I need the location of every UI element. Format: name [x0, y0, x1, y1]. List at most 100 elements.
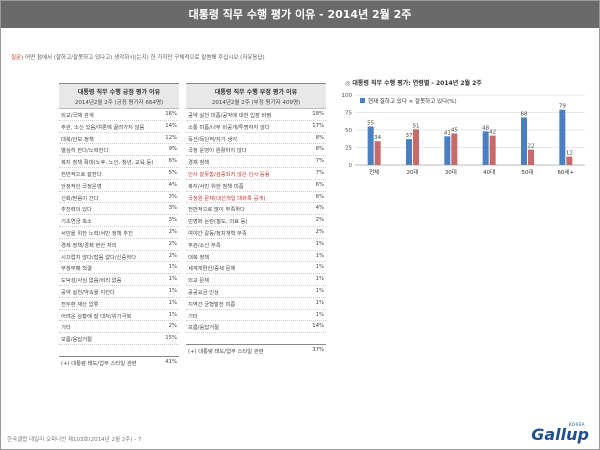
negative-row: 복지/서민 위한 정책 미흡 6%: [186, 180, 326, 192]
positive-table-rows: 외교/국제 관계 16% 주관, 소신 있음/여론에 끌려가지 않음 14% 대북/안보…: [59, 109, 179, 345]
negative-row-label: 독선/독단적/자기 생각: [188, 136, 238, 143]
positive-row-label: 기타: [61, 325, 71, 332]
negative-row: 여야간 갈등/정치개혁 부족 2%: [186, 227, 326, 239]
negative-row-label: 대북 정책: [188, 254, 210, 261]
bar-value-label: 51: [413, 123, 420, 129]
positive-row-label: 어려운 상황에 잘 대처/위기극복: [61, 313, 132, 320]
y-tick-label: 50: [345, 128, 352, 134]
negative-row-value: 7%: [315, 158, 324, 165]
negative-footnote: (+) 대통령 태도/업무 스타일 관련: [188, 349, 264, 356]
y-tick-label: 75: [345, 111, 352, 117]
positive-row-value: 15%: [165, 335, 177, 342]
question-text: 질문) 어떤 점에서 (잘하고/잘못하고 있다고) 생각하시(는지) 한 가지만…: [11, 53, 265, 61]
negative-row-label: 주관/소신 부족: [188, 242, 221, 249]
positive-row-value: 1%: [168, 311, 177, 318]
negative-row-label: 외교 문제: [188, 278, 210, 285]
legend-separator: ×: [407, 99, 415, 105]
positive-row-label: 서민을 위한 노력/서민 정책 추진: [61, 230, 133, 237]
bar-value-label: 12: [566, 151, 573, 157]
positive-row: 시끄럽지 않다/잡음 없다/신중하다 2%: [59, 251, 179, 263]
table-gap: [186, 333, 326, 346]
positive-row: 모름/응답거절 15%: [59, 333, 179, 345]
positive-footnote: (+) 대통령 태도/업무 스타일 관련: [61, 360, 137, 367]
x-tick-label: 40대: [483, 168, 495, 176]
positive-row: 추진력이 있다 3%: [59, 203, 179, 216]
positive-row-value: 1%: [168, 276, 177, 283]
positive-row-value: 3%: [168, 217, 177, 224]
positive-table-header: 대통령 직무 수행 긍정 평가 이유 2014년2월 2주 (긍정 평가자 66…: [59, 84, 179, 109]
negative-footnote-value: 37%: [312, 347, 324, 354]
positive-row-value: 6%: [168, 158, 177, 165]
bar-positive: [559, 109, 566, 165]
negative-row-label: 국정 운영이 원활하지 않다: [188, 148, 247, 155]
legend-swatch: [360, 98, 365, 103]
positive-row-label: 주관, 소신 있음/여론에 끌려가지 않음: [61, 124, 145, 131]
x-tick-label: 60세+: [557, 168, 574, 176]
positive-row: 부정부패 척결 1%: [59, 262, 179, 275]
positive-row-label: 모름/응답거절: [61, 337, 93, 344]
positive-row: 주관, 소신 있음/여론에 끌려가지 않음 14%: [59, 121, 179, 133]
positive-row: 전반적으로 잘한다 5%: [59, 168, 179, 180]
negative-row-value: 1%: [315, 264, 324, 271]
positive-row-label: 전두환 재산 압류: [61, 301, 99, 308]
negative-row-value: 2%: [315, 228, 324, 235]
positive-row: 대북/안보 정책 12%: [59, 133, 179, 145]
positive-footnote-value: 41%: [165, 358, 177, 365]
negative-row-label: 여야간 갈등/정치개혁 부족: [188, 230, 247, 237]
positive-footnote-row: (+) 대통령 태도/업무 스타일 관련 41%: [59, 357, 179, 368]
positive-row-value: 2%: [168, 228, 177, 235]
positive-row-label: 복지 정책 확대(노후, 노인, 청년, 교육 등): [61, 160, 154, 167]
bar-value-label: 55: [367, 121, 374, 127]
bar-value-label: 41: [444, 130, 451, 136]
positive-row-value: 1%: [168, 264, 177, 271]
negative-row-value: 2%: [315, 217, 324, 224]
bar-value-label: 45: [451, 128, 458, 134]
negative-row-label: 공약 실천 미흡/공약에 대한 입장 바뀜: [188, 113, 272, 119]
negative-row: 전반적으로 많이 부족하다 4%: [186, 203, 326, 216]
negative-row-label: 민영화 논란(철도, 의료 등): [188, 219, 248, 226]
negative-row-value: 1%: [315, 276, 324, 283]
negative-table-header: 대통령 직무 수행 부정 평가 이유 2014년2월 2주 (부정 평가자 40…: [186, 84, 326, 109]
positive-row: 기타 2%: [59, 321, 179, 334]
negative-row: 민영화 논란(철도, 의료 등) 2%: [186, 215, 326, 227]
positive-row-value: 14%: [165, 122, 177, 129]
table-gap: [59, 345, 179, 357]
positive-row-label: 시끄럽지 않다/잡음 없다/신중하다: [61, 254, 137, 261]
negative-row-value: 8%: [315, 134, 324, 141]
negative-row: 대북 정책 1%: [186, 251, 326, 263]
negative-row-value: 1%: [315, 252, 324, 259]
logo-sub-text: KOREA: [568, 422, 585, 427]
negative-row: 지역간 균형발전 미흡 1%: [186, 298, 326, 310]
negative-row-value: 7%: [315, 169, 324, 176]
positive-row-label: 부정부패 척결: [61, 266, 92, 273]
bar-positive: [367, 126, 374, 165]
bar-value-label: 22: [528, 144, 535, 150]
bar-value-label: 42: [489, 130, 496, 136]
negative-row-label: 전반적으로 많이 부족하다: [188, 207, 245, 214]
page-title: 대통령 직무 수행 평가 이유 - 2014년 2월 2주: [1, 1, 599, 28]
bar-value-label: 34: [374, 135, 381, 141]
positive-row: 도덕성/사심 없음/비리 없음 1%: [59, 274, 179, 286]
bar-negative: [566, 156, 573, 165]
legend-series-2: 잘못하고 있다(%): [415, 97, 457, 105]
positive-row-label: 열심히 한다/노력한다: [61, 148, 109, 155]
positive-row: 복지 정책 확대(노후, 노인, 청년, 교육 등) 6%: [59, 156, 179, 168]
negative-row-value: 8%: [315, 146, 324, 153]
positive-row-label: 신뢰/믿음이 간다: [61, 195, 99, 202]
positive-row-label: 외교/국제 관계: [61, 113, 94, 119]
positive-row-label: 기초연금 축소: [61, 219, 92, 226]
positive-row: 열심히 한다/노력한다 9%: [59, 144, 179, 157]
bar-negative: [451, 133, 458, 165]
positive-row-label: 추진력이 있다: [61, 207, 92, 214]
positive-row-label: 안정적인 국정운영: [61, 183, 102, 190]
bar-positive: [521, 117, 527, 165]
positive-row-value: 2%: [168, 252, 177, 259]
positive-row-value: 2%: [168, 323, 177, 330]
negative-row: 국정원 문제(대선개입 대화록 공개) 6%: [186, 192, 326, 204]
negative-row-label: 모름/응답거절: [188, 325, 220, 332]
negative-row-label: 소통 미흡/너무 비공개/투명하지 않다: [188, 124, 270, 131]
negative-table-subtitle: 2014년2월 2주 (부정 평가자 409명): [211, 100, 301, 106]
negative-reasons-table: 대통령 직무 수행 부정 평가 이유 2014년2월 2주 (부정 평가자 40…: [186, 83, 326, 356]
negative-row-value: 1%: [315, 287, 324, 294]
negative-row-value: 6%: [315, 193, 324, 200]
